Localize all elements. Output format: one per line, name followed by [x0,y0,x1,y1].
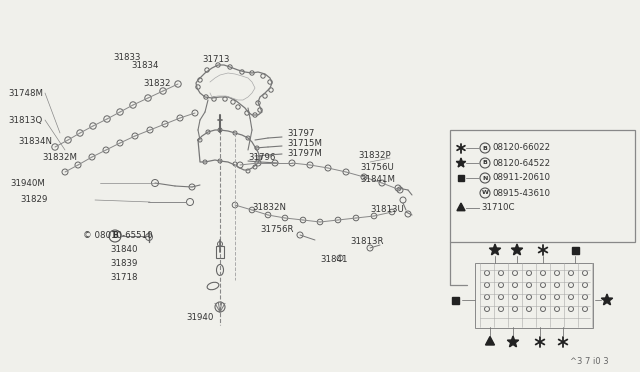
Text: 31813Q: 31813Q [8,115,42,125]
Text: 08120-64522: 08120-64522 [492,158,550,167]
Text: B: B [483,160,488,166]
Text: 31832P: 31832P [358,151,390,160]
Bar [216,246,224,258]
Text: 31715M: 31715M [287,138,322,148]
Text: 08911-20610: 08911-20610 [492,173,550,183]
Text: 31829: 31829 [20,196,47,205]
Text: 31832N: 31832N [252,202,286,212]
Text: 31840: 31840 [110,246,138,254]
Bar [572,247,579,253]
Text: 31832M: 31832M [42,154,77,163]
Polygon shape [490,244,500,255]
Text: 08915-43610: 08915-43610 [492,189,550,198]
Bar [451,296,458,304]
Text: N: N [483,176,488,180]
Text: 31832: 31832 [143,78,170,87]
Polygon shape [511,244,523,255]
Text: © 08010-65510: © 08010-65510 [83,231,152,241]
Text: 31813R: 31813R [350,237,383,247]
Text: 31833: 31833 [113,52,141,61]
Text: 31756R: 31756R [260,225,294,234]
Text: 31839: 31839 [110,259,138,267]
Polygon shape [508,336,518,347]
Text: 31797: 31797 [287,128,314,138]
Text: 31796: 31796 [248,154,275,163]
Text: 31834: 31834 [131,61,159,71]
Polygon shape [456,158,466,167]
Text: ^3 7 i0 3: ^3 7 i0 3 [570,357,609,366]
Text: 31718: 31718 [110,273,138,282]
Polygon shape [457,203,465,211]
Text: 31841M: 31841M [360,176,395,185]
Text: 31940: 31940 [186,312,213,321]
Bar [458,175,464,181]
Text: 31748M: 31748M [8,89,43,97]
Text: 08120-66022: 08120-66022 [492,144,550,153]
Bar [450,130,635,242]
Polygon shape [486,337,495,345]
Polygon shape [602,294,612,305]
Text: 31713: 31713 [202,55,230,64]
Text: W: W [481,190,488,196]
Text: 31710C: 31710C [481,203,515,212]
Text: B: B [112,231,118,241]
Text: 31940M: 31940M [10,179,45,187]
Text: 31813U: 31813U [370,205,404,215]
Text: 31834N: 31834N [18,138,52,147]
Text: 31797M: 31797M [287,148,322,157]
Text: B: B [483,145,488,151]
Text: 31756U: 31756U [360,164,394,173]
Text: 31841: 31841 [320,256,348,264]
Bar [475,263,593,328]
